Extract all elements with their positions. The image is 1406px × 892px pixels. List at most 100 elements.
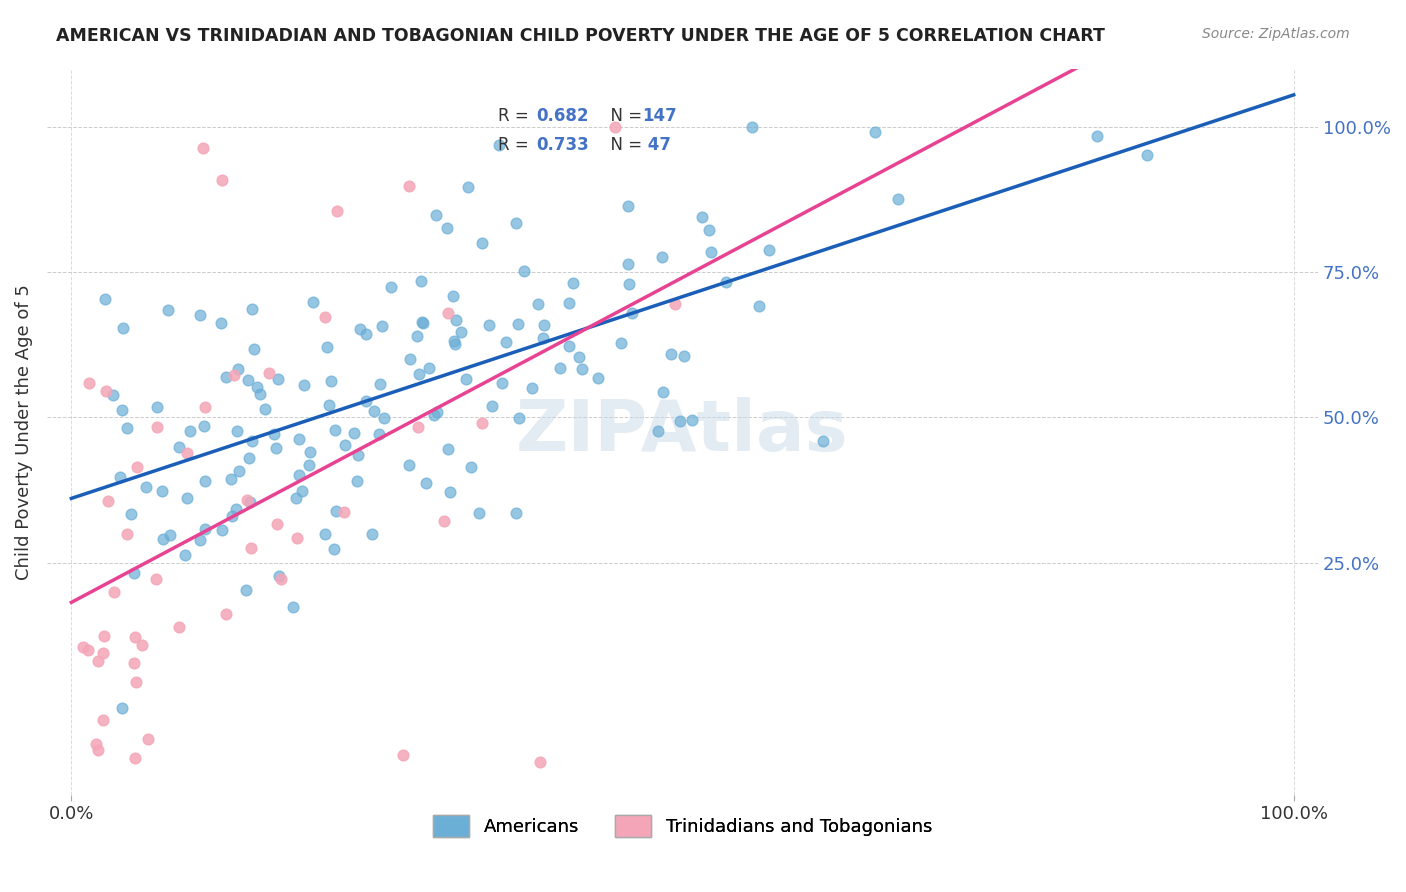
- Point: [437, 442, 460, 456]
- Text: ZIPAtlas: ZIPAtlas: [516, 397, 849, 467]
- Point: [298, 458, 321, 472]
- Point: [131, 638, 153, 652]
- Point: [457, 180, 479, 194]
- Point: [373, 411, 395, 425]
- Point: [690, 210, 713, 224]
- Point: [323, 423, 346, 437]
- Point: [481, 399, 503, 413]
- Text: 47: 47: [641, 136, 671, 153]
- Point: [349, 322, 371, 336]
- Point: [194, 522, 217, 536]
- Point: [505, 507, 527, 521]
- Point: [1085, 129, 1108, 144]
- Point: [439, 485, 461, 500]
- Point: [84, 738, 107, 752]
- Point: [571, 362, 593, 376]
- Point: [284, 491, 307, 506]
- Point: [672, 349, 695, 363]
- Point: [548, 360, 571, 375]
- Point: [176, 491, 198, 505]
- Point: [647, 424, 669, 438]
- Text: N =: N =: [600, 107, 647, 125]
- Point: [124, 751, 146, 765]
- Point: [531, 331, 554, 345]
- Point: [209, 316, 232, 330]
- Point: [238, 451, 260, 466]
- Point: [512, 264, 534, 278]
- Point: [167, 620, 190, 634]
- Text: 0.682: 0.682: [536, 107, 589, 125]
- Point: [325, 203, 347, 218]
- Point: [314, 527, 336, 541]
- Point: [478, 318, 501, 332]
- Point: [215, 607, 238, 622]
- Point: [411, 315, 433, 329]
- Point: [586, 371, 609, 385]
- Text: R =: R =: [498, 107, 534, 125]
- Point: [605, 120, 627, 134]
- Point: [246, 380, 269, 394]
- Point: [152, 532, 174, 546]
- Point: [1136, 147, 1159, 161]
- Point: [124, 630, 146, 644]
- Text: Source: ZipAtlas.com: Source: ZipAtlas.com: [1202, 27, 1350, 41]
- Point: [194, 474, 217, 488]
- Point: [291, 483, 314, 498]
- Point: [697, 222, 720, 236]
- Point: [97, 494, 120, 508]
- Point: [211, 173, 233, 187]
- Point: [415, 476, 437, 491]
- Text: 147: 147: [641, 107, 676, 125]
- Point: [681, 413, 703, 427]
- Point: [225, 501, 247, 516]
- Point: [425, 208, 447, 222]
- Point: [125, 460, 148, 475]
- Point: [93, 629, 115, 643]
- Point: [135, 480, 157, 494]
- Point: [443, 334, 465, 348]
- Point: [287, 467, 309, 482]
- Point: [211, 523, 233, 537]
- Point: [495, 335, 517, 350]
- Point: [299, 444, 322, 458]
- Point: [562, 276, 585, 290]
- Point: [520, 381, 543, 395]
- Point: [285, 531, 308, 545]
- Point: [193, 418, 215, 433]
- Point: [145, 420, 167, 434]
- Point: [111, 403, 134, 417]
- Point: [239, 495, 262, 509]
- Point: [302, 294, 325, 309]
- Point: [617, 277, 640, 291]
- Point: [433, 514, 456, 528]
- Point: [865, 125, 887, 139]
- Point: [77, 643, 100, 657]
- Legend: Americans, Trinidadians and Tobagonians: Americans, Trinidadians and Tobagonians: [426, 807, 939, 844]
- Point: [103, 585, 125, 599]
- Point: [115, 527, 138, 541]
- Point: [651, 250, 673, 264]
- Point: [505, 216, 527, 230]
- Text: N =: N =: [600, 136, 647, 153]
- Point: [567, 351, 589, 365]
- Point: [460, 460, 482, 475]
- Point: [94, 292, 117, 306]
- Point: [72, 640, 94, 655]
- Point: [224, 368, 246, 383]
- Point: [319, 374, 342, 388]
- Point: [659, 347, 682, 361]
- Point: [652, 385, 675, 400]
- Point: [333, 505, 356, 519]
- Point: [700, 244, 723, 259]
- Point: [392, 748, 415, 763]
- Point: [228, 464, 250, 478]
- Point: [354, 394, 377, 409]
- Point: [242, 343, 264, 357]
- Point: [267, 372, 290, 386]
- Point: [488, 138, 510, 153]
- Point: [436, 221, 458, 235]
- Point: [346, 448, 368, 462]
- Point: [343, 425, 366, 440]
- Point: [253, 401, 276, 416]
- Point: [610, 336, 633, 351]
